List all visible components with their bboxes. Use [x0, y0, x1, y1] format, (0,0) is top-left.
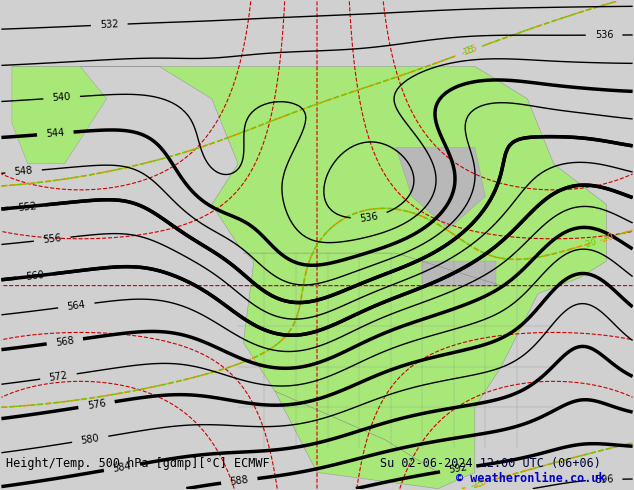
- Text: 548: 548: [14, 166, 33, 177]
- Text: 564: 564: [67, 299, 86, 312]
- Text: © weatheronline.co.uk: © weatheronline.co.uk: [456, 472, 606, 485]
- Text: 588: 588: [230, 475, 249, 487]
- Text: 596: 596: [595, 474, 614, 485]
- Text: 544: 544: [46, 128, 65, 139]
- Polygon shape: [12, 66, 606, 489]
- Text: 556: 556: [42, 233, 62, 245]
- Text: 584: 584: [112, 461, 132, 474]
- Text: 572: 572: [48, 370, 68, 383]
- Text: 532: 532: [100, 20, 119, 30]
- Text: -20: -20: [599, 232, 616, 245]
- Text: 536: 536: [595, 30, 613, 40]
- Polygon shape: [396, 147, 485, 229]
- Text: Height/Temp. 500 hPa [gdmp][°C] ECMWF: Height/Temp. 500 hPa [gdmp][°C] ECMWF: [6, 457, 270, 470]
- Text: -20: -20: [582, 237, 598, 249]
- Text: -25: -25: [472, 477, 489, 490]
- Text: 592: 592: [448, 463, 468, 475]
- Text: 568: 568: [55, 335, 75, 347]
- Text: 552: 552: [17, 201, 37, 213]
- Polygon shape: [422, 261, 496, 286]
- Text: 580: 580: [81, 433, 100, 446]
- Polygon shape: [12, 66, 107, 164]
- Text: 536: 536: [359, 211, 379, 223]
- Text: -15: -15: [462, 44, 479, 57]
- Text: 540: 540: [52, 92, 71, 103]
- Text: 560: 560: [25, 270, 44, 282]
- Text: Su 02-06-2024 12:00 UTC (06+06): Su 02-06-2024 12:00 UTC (06+06): [380, 457, 601, 470]
- Text: -25: -25: [469, 478, 485, 490]
- Text: -15: -15: [460, 45, 476, 58]
- Text: 576: 576: [87, 398, 107, 411]
